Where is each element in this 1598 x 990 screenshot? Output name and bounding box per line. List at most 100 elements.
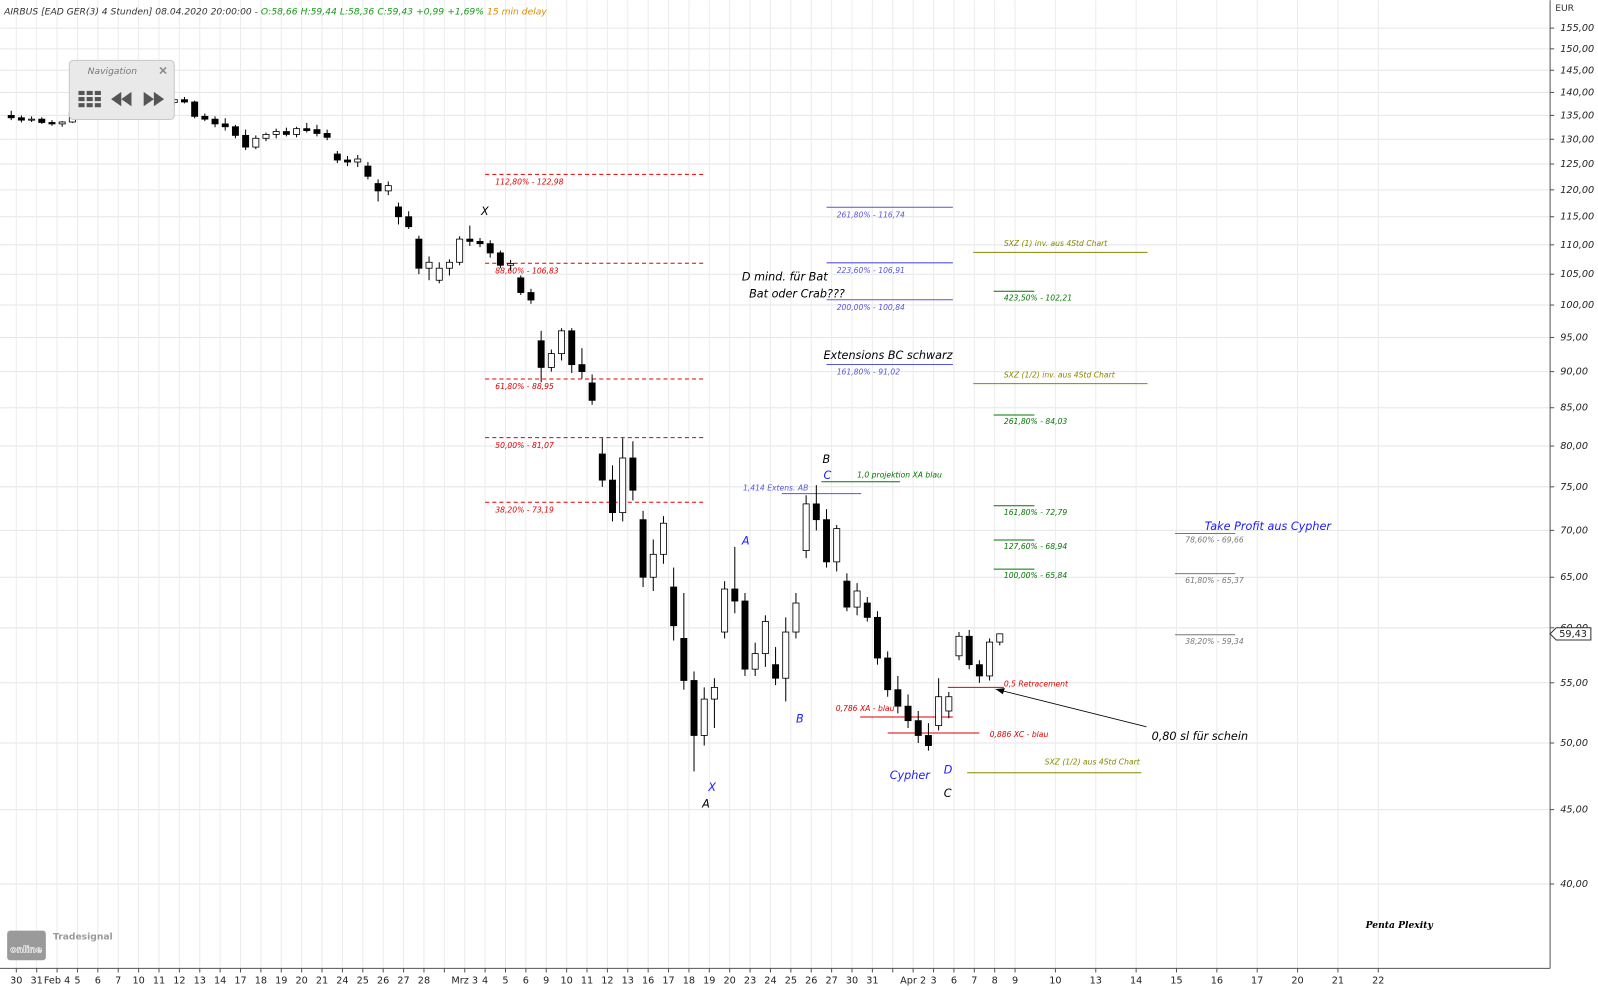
x-tick-label: 7	[971, 976, 977, 987]
candle-body	[874, 616, 881, 659]
candle-body	[639, 519, 647, 578]
back-button-2	[121, 91, 132, 107]
y-tick-label: 105,00	[1560, 269, 1594, 280]
y-tick-label: 100,00	[1560, 300, 1594, 311]
candle-body	[48, 122, 56, 125]
y-tick-label: 155,00	[1560, 23, 1594, 34]
candle-body	[354, 158, 362, 163]
price-tag	[1549, 627, 1592, 641]
level-label: 50,00% - 81,07	[495, 441, 554, 450]
x-tick-label: 31	[31, 976, 43, 987]
candle-body	[486, 243, 494, 254]
y-tick-label: 45,00	[1560, 805, 1588, 816]
y-tick-label: 80,00	[1560, 441, 1588, 452]
level-label: 261,80% - 116,74	[837, 210, 905, 219]
candle-body	[272, 131, 280, 135]
candle-body	[445, 261, 453, 269]
forward-button[interactable]	[143, 91, 154, 107]
level-label: 423,50% - 102,21	[1004, 293, 1072, 302]
level-label: 200,00% - 100,84	[837, 303, 905, 312]
candle-body	[986, 641, 994, 677]
annotation: Cypher	[890, 769, 932, 782]
back-button[interactable]	[111, 91, 122, 107]
level-label: 0,886 XC - blau	[990, 730, 1049, 739]
logo-box	[7, 930, 46, 961]
candle-body	[201, 115, 209, 120]
candle-body	[863, 602, 871, 618]
x-tick-label: 26	[377, 976, 389, 987]
level-label: 0,5 Retracement	[1004, 679, 1069, 688]
close-icon[interactable]	[159, 66, 167, 75]
candle-body	[700, 698, 708, 736]
x-tick-label: 13	[1090, 976, 1102, 987]
y-tick-label: 85,00	[1560, 403, 1588, 414]
header-change: +0,99	[416, 6, 444, 17]
level-label: 61,80% - 88,95	[495, 382, 554, 391]
annotation: C	[823, 469, 831, 482]
annotation: Take Profit aus Cypher	[1205, 520, 1333, 533]
header-close: C:59,43	[377, 6, 413, 17]
candle-body	[924, 735, 932, 746]
level-label: SXZ (1/2) inv. aus 4Std Chart	[1004, 371, 1116, 380]
x-tick-label: Apr 2	[900, 976, 926, 987]
x-tick-label: Feb 4	[44, 976, 70, 987]
candle-body	[578, 364, 586, 373]
grid	[0, 0, 1551, 969]
x-tick-label: 9	[543, 976, 549, 987]
x-tick-label: 10	[1049, 976, 1061, 987]
candle-body	[731, 588, 739, 602]
y-tick-label: 40,00	[1560, 879, 1588, 890]
forward-button-2	[153, 91, 165, 107]
y-tick-label: 130,00	[1560, 134, 1594, 145]
level-label: 1,0 projektion XA blau	[857, 471, 942, 480]
x-tick-label: 20	[1291, 976, 1303, 987]
level-label: 38,20% - 59,34	[1185, 637, 1244, 646]
level-label: 78,60% - 69,66	[1185, 536, 1244, 545]
x-tick-label: 20	[296, 976, 308, 987]
level-label: 88,60% - 106,83	[495, 266, 559, 275]
y-tick-label: 115,00	[1560, 212, 1594, 223]
candle-body	[741, 600, 749, 670]
y-tick-label: 70,00	[1560, 525, 1588, 536]
x-tick-label: 9	[1012, 976, 1018, 987]
candle-body	[690, 680, 698, 736]
y-tick-label: 120,00	[1560, 185, 1594, 196]
x-tick-label: 27	[825, 976, 837, 987]
x-tick-label: 6	[95, 976, 101, 987]
candle-body	[945, 696, 953, 712]
x-tick-label: 25	[357, 976, 369, 987]
candle-body	[802, 503, 810, 551]
candle-body	[415, 238, 423, 269]
x-tick-label: 12	[601, 976, 613, 987]
arrow	[995, 688, 1147, 728]
level-label: 161,80% - 91,02	[837, 368, 901, 377]
x-tick-label: 12	[173, 976, 185, 987]
y-tick-label: 65,00	[1560, 572, 1588, 583]
annotation: B	[822, 453, 830, 466]
header-open: O:58,66	[261, 6, 298, 17]
level-label: 161,80% - 72,79	[1004, 508, 1068, 517]
candle-body	[547, 353, 555, 368]
candle-body	[425, 261, 433, 269]
logo: Tradesignal online	[7, 930, 113, 961]
candle-body	[568, 330, 576, 366]
level-label: 38,20% - 73,19	[495, 505, 554, 514]
level-label: 61,80% - 65,37	[1185, 576, 1244, 585]
candle-body	[975, 664, 983, 677]
x-tick-label: 20	[724, 976, 736, 987]
x-tick-label: 14	[214, 976, 226, 987]
candle-body	[710, 686, 718, 700]
candle-body	[782, 631, 790, 679]
header-delay: 15 min delay	[487, 6, 547, 17]
candle-body	[507, 263, 515, 266]
annotation: X	[480, 205, 489, 218]
y-tick-label: 110,00	[1560, 240, 1594, 251]
grid-button[interactable]	[78, 90, 101, 108]
candle-body	[293, 128, 301, 135]
candle-body	[629, 457, 637, 491]
currency: EUR	[1555, 3, 1574, 14]
x-tick-label: 30	[846, 976, 858, 987]
candle-body	[344, 159, 351, 163]
